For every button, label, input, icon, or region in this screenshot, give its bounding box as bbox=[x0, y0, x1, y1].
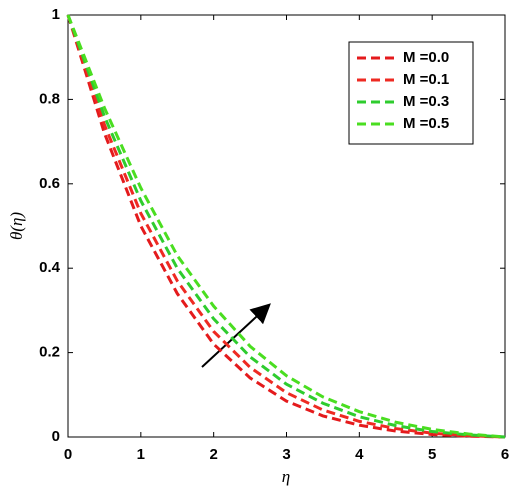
line-series bbox=[66, 14, 506, 439]
legend-label: M =0.1 bbox=[403, 71, 449, 88]
x-tick-label: 6 bbox=[501, 446, 509, 463]
trend-arrow bbox=[201, 303, 271, 368]
y-tick-label: 0.2 bbox=[39, 344, 60, 361]
y-tick-label: 0.4 bbox=[39, 259, 61, 276]
x-tick-label: 5 bbox=[428, 446, 436, 463]
y-axis-label: θ(η) bbox=[7, 212, 26, 240]
x-axis-label: η bbox=[282, 467, 290, 486]
line-series bbox=[66, 14, 506, 439]
x-tick-label: 1 bbox=[137, 446, 145, 463]
y-tick-label: 0.8 bbox=[39, 90, 60, 107]
legend-label: M =0.3 bbox=[403, 93, 449, 110]
x-tick-label: 2 bbox=[209, 446, 217, 463]
x-tick-label: 0 bbox=[64, 446, 72, 463]
legend-box bbox=[348, 41, 474, 145]
legend-label: M =0.5 bbox=[403, 115, 449, 132]
legend-label: M =0.0 bbox=[403, 49, 449, 66]
line-series bbox=[66, 14, 506, 439]
y-tick-label: 0.6 bbox=[39, 175, 60, 192]
line-series bbox=[66, 14, 506, 439]
y-tick-label: 0 bbox=[52, 428, 60, 445]
x-tick-label: 4 bbox=[355, 446, 364, 463]
y-tick-label: 1 bbox=[52, 6, 60, 23]
x-tick-label: 3 bbox=[282, 446, 290, 463]
